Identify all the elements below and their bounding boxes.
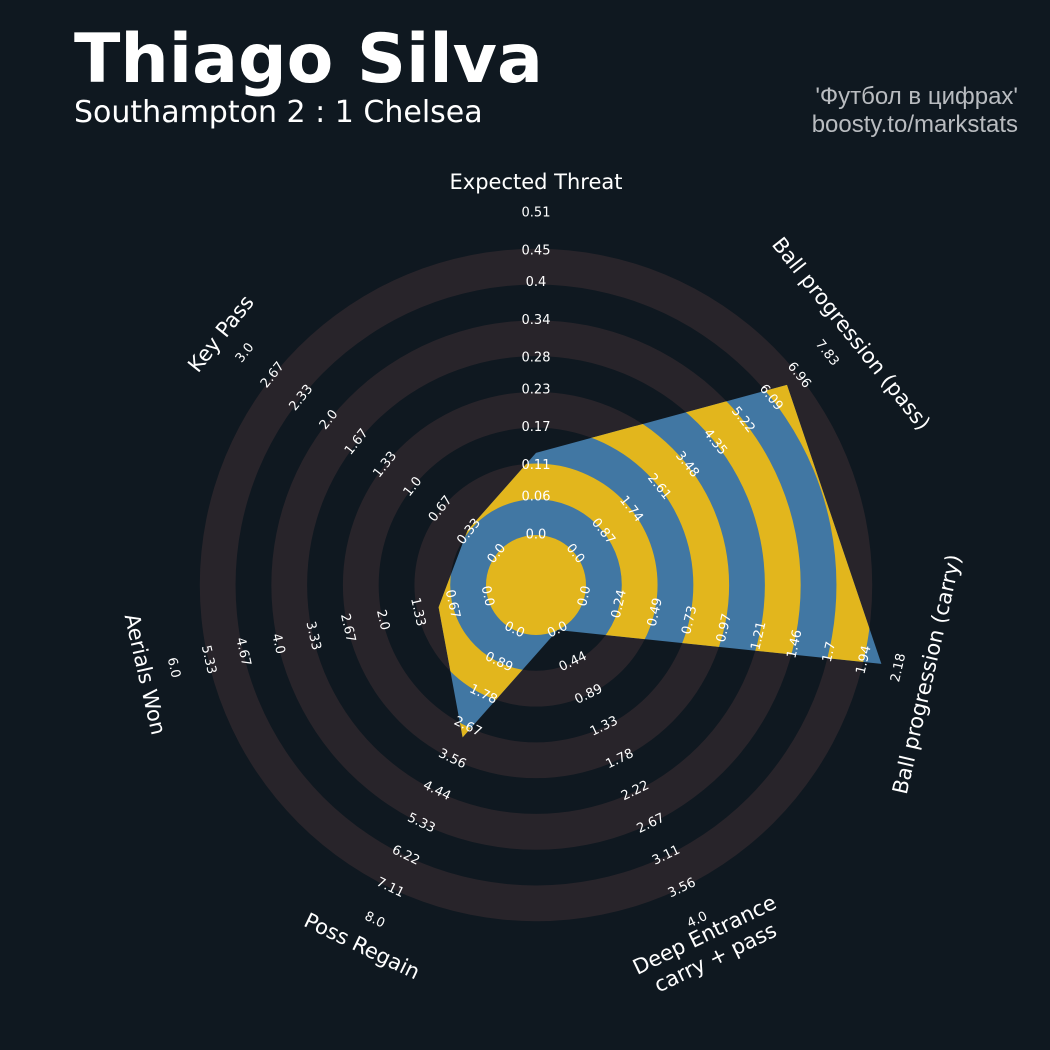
tick-label: 0.4 bbox=[526, 275, 547, 290]
tick-label: 0.17 bbox=[522, 420, 551, 435]
tick-label: 2.67 bbox=[337, 612, 358, 644]
tick-label: 0.51 bbox=[522, 206, 551, 221]
tick-label: 2.0 bbox=[373, 608, 392, 632]
tick-label: 0.73 bbox=[679, 604, 700, 636]
tick-label: 6.0 bbox=[164, 656, 183, 680]
tick-label: 0.28 bbox=[522, 351, 551, 366]
tick-label: 0.34 bbox=[522, 313, 551, 328]
tick-label: 1.7 bbox=[820, 640, 839, 664]
tick-label: 1.94 bbox=[854, 644, 875, 676]
credit: 'Футбол в цифрах' bbox=[815, 83, 1018, 110]
tick-label: 0.24 bbox=[609, 588, 630, 620]
tick-label: 4.67 bbox=[232, 636, 253, 668]
tick-label: 0.0 bbox=[526, 528, 547, 543]
tick-label: 0.0 bbox=[575, 584, 594, 608]
param-label: Expected Threat bbox=[450, 170, 623, 194]
tick-label: 3.33 bbox=[302, 620, 323, 652]
tick-label: 1.33 bbox=[407, 596, 428, 628]
center-circle bbox=[486, 535, 586, 635]
tick-label: 4.0 bbox=[268, 632, 287, 656]
tick-label: 0.23 bbox=[522, 382, 551, 397]
tick-label: 0.06 bbox=[522, 490, 551, 505]
tick-label: 1.46 bbox=[784, 628, 805, 660]
tick-label: 0.49 bbox=[645, 596, 666, 628]
chart-title: Thiago Silva bbox=[74, 20, 543, 99]
chart-subtitle: Southampton 2 : 1 Chelsea bbox=[74, 95, 483, 130]
tick-label: 5.33 bbox=[198, 644, 219, 676]
tick-label: 2.18 bbox=[888, 652, 909, 684]
tick-label: 1.21 bbox=[748, 620, 769, 652]
tick-label: 0.45 bbox=[522, 243, 551, 258]
tick-label: 0.67 bbox=[442, 588, 463, 620]
tick-label: 0.0 bbox=[478, 584, 497, 608]
credit: boosty.to/markstats bbox=[812, 111, 1018, 138]
tick-label: 0.97 bbox=[714, 612, 735, 644]
tick-label: 0.11 bbox=[522, 458, 551, 473]
